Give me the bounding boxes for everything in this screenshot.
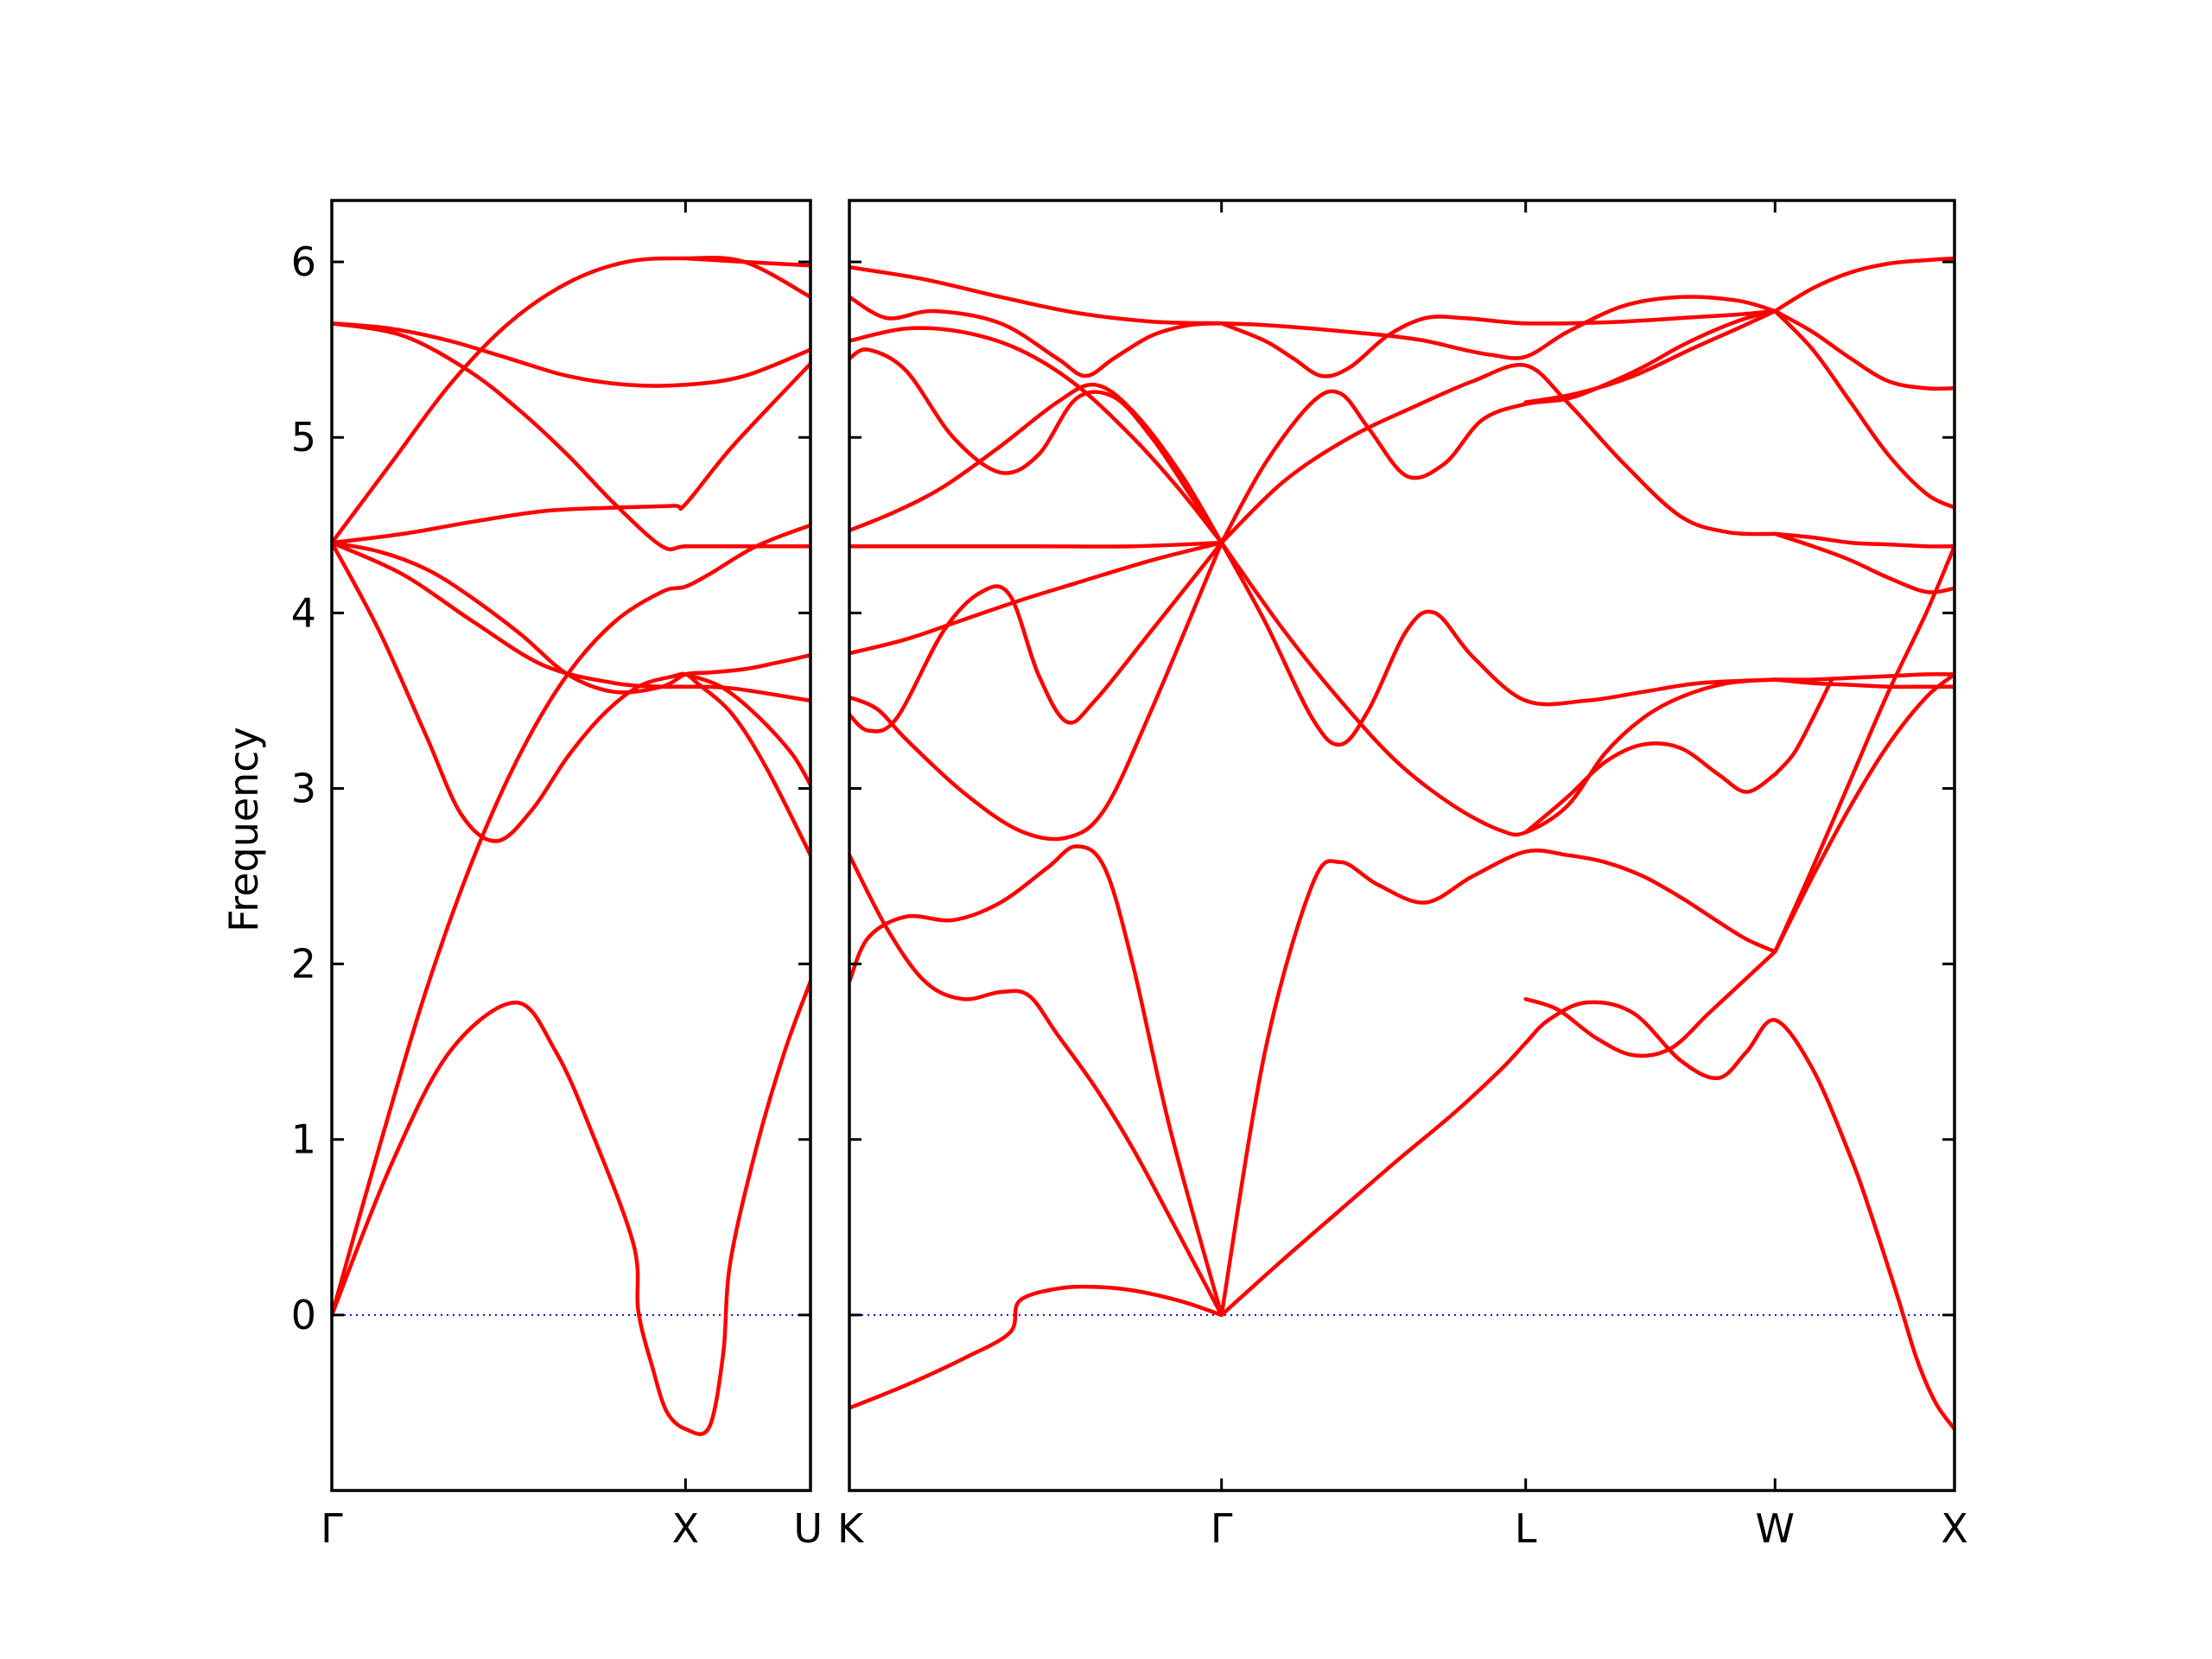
x-tick-label: Γ [321,1505,343,1552]
phonon-band-line [849,1284,1224,1410]
phonon-band-line [332,540,810,857]
y-tick-label: 1 [291,1116,316,1163]
x-tick-label: U [793,1505,823,1552]
x-tick-label: K [837,1505,865,1552]
phonon-band-line [332,540,810,695]
phonon-band-line [332,361,810,545]
x-tick-label: X [672,1505,700,1552]
x-tick-label: L [1515,1505,1537,1552]
phonon-band-line [1219,362,1777,545]
band-series-group [849,256,1955,1432]
x-tick-label: Γ [1211,1505,1233,1552]
phonon-band-line [332,255,810,545]
phonon-band-line [849,844,1224,1318]
phonon-band-line [1219,848,1777,1318]
phonon-band-line [1219,308,1777,545]
phonon-band-line [849,326,1224,545]
y-tick-label: 0 [291,1292,316,1338]
phonon-band-line [683,256,810,268]
phonon-band-line [1219,540,1777,747]
y-tick-label: 3 [291,765,316,811]
phonon-band-line [683,672,810,787]
y-axis-label: Frequency [220,727,267,932]
phonon-band-line [1773,531,1955,549]
phonon-band-line [849,540,1224,549]
phonon-band-line [849,540,1224,842]
phonon-band-line [849,382,1224,545]
phonon-band-line [1219,308,1777,378]
phonon-band-line [1523,741,1777,835]
x-tick-label: X [1941,1505,1968,1552]
phonon-band-line [1773,256,1955,314]
panel-gamma-x-u: 0 1 2 3 4 5 6 Γ X U [291,199,823,1552]
phonon-band-line [1773,672,1955,682]
y-tick-label: 2 [291,941,316,988]
phonon-band-line [1523,308,1777,404]
phonon-band-line [849,540,1224,656]
phonon-band-line [849,853,1224,1318]
phonon-band-line [1773,677,1834,777]
phonon-band-line [1773,677,1955,690]
phonon-band-line [1219,1000,1955,1432]
phonon-band-line [849,540,1224,734]
phonon-band-line [1773,531,1955,594]
phonon-band-line [849,264,1224,326]
phonon-band-line [332,321,810,388]
y-tick-label: 6 [291,238,316,285]
y-tick-label: 5 [291,414,316,461]
phonon-band-line [1219,295,1777,360]
phonon-band-line [332,979,810,1436]
plot-frame [330,199,812,1492]
phonon-band-line [332,321,810,552]
phonon-band-line [1523,950,1777,1058]
phonon-band-line [1773,543,1955,954]
phonon-band-line [1773,672,1955,954]
phonon-band-line [1773,308,1955,391]
phonon-band-line [849,295,1224,378]
y-tick-label: 4 [291,589,316,636]
plot-frame [848,199,1956,1492]
phonon-band-line [332,523,810,1318]
x-tick-label: W [1756,1505,1795,1552]
phonon-band-line [849,347,1224,545]
phonon-band-line [1773,308,1955,510]
phonon-band-line [1219,540,1777,837]
band-series-group [332,255,810,1436]
